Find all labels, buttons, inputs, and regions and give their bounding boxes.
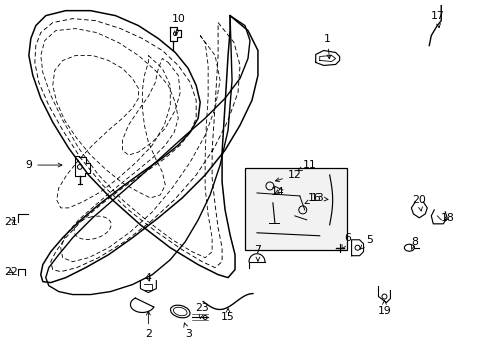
Text: 21: 21: [4, 217, 18, 227]
Text: 14: 14: [270, 187, 284, 197]
Text: 2: 2: [144, 311, 151, 339]
Text: 8: 8: [410, 237, 417, 249]
Text: 11: 11: [297, 160, 316, 171]
Text: 22: 22: [4, 267, 18, 276]
Text: 17: 17: [429, 11, 443, 28]
Text: 13: 13: [305, 193, 324, 204]
Text: 7: 7: [254, 245, 261, 261]
Text: 5: 5: [360, 235, 372, 249]
Text: 15: 15: [221, 309, 234, 323]
Text: 16: 16: [307, 193, 327, 203]
Text: 9: 9: [25, 160, 62, 170]
Bar: [244, 168, 346, 250]
Text: 6: 6: [341, 233, 350, 249]
Text: 3: 3: [183, 323, 191, 339]
Text: 1: 1: [324, 33, 330, 59]
Text: 20: 20: [411, 195, 426, 211]
Text: 10: 10: [171, 14, 185, 35]
Text: 18: 18: [439, 213, 453, 223]
Text: 19: 19: [377, 300, 390, 316]
Text: 4: 4: [144, 273, 151, 283]
Text: 12: 12: [275, 170, 301, 182]
Text: 23: 23: [195, 302, 208, 319]
